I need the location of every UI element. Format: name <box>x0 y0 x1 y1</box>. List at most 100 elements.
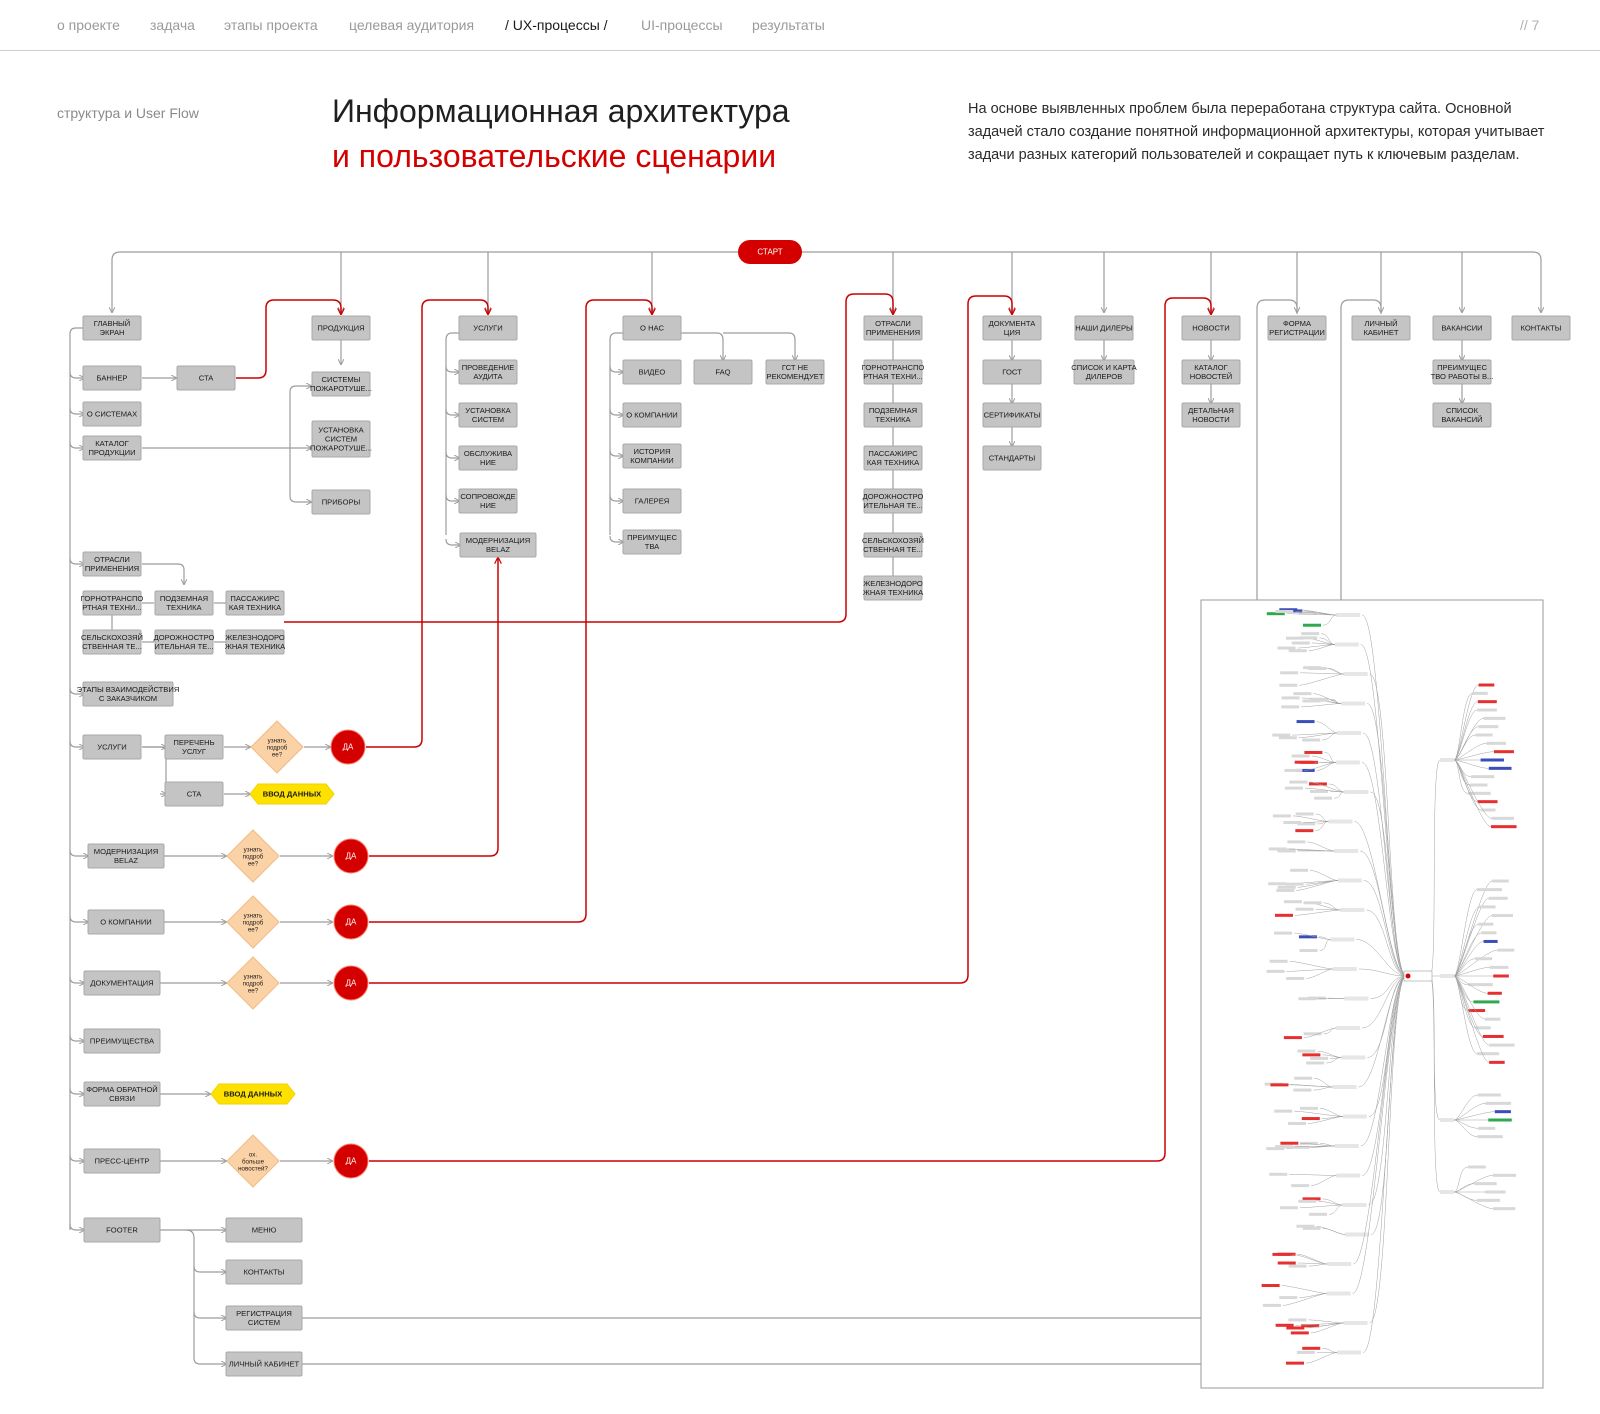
svg-text:НОВОСТИ: НОВОСТИ <box>1192 324 1229 333</box>
main-banner: БАННЕР <box>82 365 142 391</box>
svg-text:ее?: ее? <box>248 988 259 995</box>
svg-text:ПАССАЖИРС: ПАССАЖИРС <box>868 449 918 458</box>
svg-text:СВЯЗИ: СВЯЗИ <box>109 1094 135 1103</box>
svg-text:КОНТАКТЫ: КОНТАКТЫ <box>244 1268 285 1277</box>
svg-text:СТВЕННАЯ ТЕ...: СТВЕННАЯ ТЕ... <box>82 642 142 651</box>
products-child-devices: ПРИБОРЫ <box>311 489 371 515</box>
svg-text:КОНТАКТЫ: КОНТАКТЫ <box>1521 324 1562 333</box>
company-yes: ДА <box>333 904 369 940</box>
nav-link-project-stages[interactable]: этапы проекта <box>224 17 318 33</box>
svg-text:СИСТЕМ: СИСТЕМ <box>325 435 357 444</box>
svg-text:подроб: подроб <box>267 745 288 752</box>
top-node-contacts: КОНТАКТЫ <box>1511 315 1571 341</box>
svg-text:ТЕХНИКА: ТЕХНИКА <box>875 415 911 424</box>
svg-text:ЛИЧНЫЙ: ЛИЧНЫЙ <box>1364 319 1397 328</box>
svg-text:УСЛУГИ: УСЛУГИ <box>97 743 126 752</box>
svg-text:ЛИЧНЫЙ КАБИНЕТ: ЛИЧНЫЙ КАБИНЕТ <box>229 1360 300 1369</box>
nav-link-task[interactable]: задача <box>150 17 195 33</box>
about-child-3: ПРЕИМУЩЕСТВА <box>622 529 682 555</box>
main-advantages: ПРЕИМУЩЕСТВА <box>83 1028 161 1054</box>
services-input: ВВОД ДАННЫХ <box>249 783 335 805</box>
svg-text:ВАКАНСИИ: ВАКАНСИИ <box>1441 324 1482 333</box>
press-yes: ДА <box>333 1143 369 1179</box>
svg-text:НОВОСТИ: НОВОСТИ <box>1192 415 1229 424</box>
svg-text:ФОРМА: ФОРМА <box>1283 319 1312 328</box>
svg-text:ИСТОРИЯ: ИСТОРИЯ <box>634 447 671 456</box>
nav-link-about-project[interactable]: о проекте <box>57 17 120 33</box>
top-node-vacancies: ВАКАНСИИ <box>1432 315 1492 341</box>
svg-text:ДОКУМЕНТАЦИЯ: ДОКУМЕНТАЦИЯ <box>90 979 153 988</box>
top-node-about: О НАС <box>622 315 682 341</box>
docs-yes: ДА <box>333 965 369 1001</box>
svg-text:ДОКУМЕНТА: ДОКУМЕНТА <box>989 319 1037 328</box>
top-node-docs: ДОКУМЕНТАЦИЯ <box>982 315 1042 341</box>
svg-text:О НАС: О НАС <box>640 324 664 333</box>
top-node-dealers: НАШИ ДИЛЕРЫ <box>1074 315 1134 341</box>
svg-text:ИТЕЛЬНАЯ ТЕ...: ИТЕЛЬНАЯ ТЕ... <box>863 501 922 510</box>
svg-text:подроб: подроб <box>243 920 264 927</box>
svg-text:FAQ: FAQ <box>715 368 730 377</box>
nav-link-target-audience[interactable]: целевая аудитория <box>349 17 475 33</box>
svg-text:АУДИТА: АУДИТА <box>473 372 503 381</box>
svg-text:КОМПАНИИ: КОМПАНИИ <box>630 456 674 465</box>
svg-text:ЖЕЛЕЗНОДОРО: ЖЕЛЕЗНОДОРО <box>863 579 923 588</box>
nav-link-results[interactable]: результаты <box>752 17 825 33</box>
svg-text:новостей?: новостей? <box>238 1166 268 1173</box>
svg-text:BELAZ: BELAZ <box>486 545 510 554</box>
svg-text:узнать: узнать <box>268 738 287 745</box>
products-child-installation: УСТАНОВКАСИСТЕМПОЖАРОТУШЕ... <box>310 420 372 458</box>
svg-text:ПРЕИМУЩЕСТВА: ПРЕИМУЩЕСТВА <box>90 1037 155 1046</box>
svg-text:ТЕХНИКА: ТЕХНИКА <box>166 603 202 612</box>
modern-yes: ДА <box>333 838 369 874</box>
svg-text:ЖНАЯ ТЕХНИКА: ЖНАЯ ТЕХНИКА <box>225 642 286 651</box>
svg-text:больше: больше <box>242 1159 265 1166</box>
sitemap-mindmap-thumbnail <box>1200 599 1544 1389</box>
svg-text:ее?: ее? <box>248 861 259 868</box>
svg-text:О СИСТЕМАХ: О СИСТЕМАХ <box>87 410 137 419</box>
svg-text:узнать: узнать <box>244 913 263 920</box>
svg-text:ВВОД ДАННЫХ: ВВОД ДАННЫХ <box>224 1090 282 1099</box>
svg-text:НОВОСТЕЙ: НОВОСТЕЙ <box>1190 372 1233 381</box>
svg-text:ДА: ДА <box>346 979 357 988</box>
svg-text:ее?: ее? <box>248 927 259 934</box>
svg-text:УСЛУГ: УСЛУГ <box>182 747 206 756</box>
svg-text:ГАЛЕРЕЯ: ГАЛЕРЕЯ <box>635 497 670 506</box>
svg-text:узнать: узнать <box>244 974 263 981</box>
footer-item-1: КОНТАКТЫ <box>225 1259 303 1285</box>
svg-text:подроб: подроб <box>243 854 264 861</box>
svg-text:КАЯ ТЕХНИКА: КАЯ ТЕХНИКА <box>229 603 282 612</box>
nav-link-ui-processes[interactable]: UI-процессы <box>641 17 723 33</box>
svg-text:ПРЕИМУЩЕС: ПРЕИМУЩЕС <box>1437 363 1487 372</box>
svg-text:ЦИЯ: ЦИЯ <box>1004 328 1021 337</box>
main-services-cta: CTA <box>164 781 224 807</box>
main-footer: FOOTER <box>83 1217 161 1243</box>
nav-link-ux-processes[interactable]: / UX-процессы / <box>505 17 608 33</box>
docs-child-1: СЕРТИФИКАТЫ <box>982 402 1042 428</box>
sitemap-frame <box>1200 599 1544 1389</box>
svg-text:СПИСОК: СПИСОК <box>1446 406 1479 415</box>
svg-text:ПОЖАРОТУШЕ...: ПОЖАРОТУШЕ... <box>310 444 372 453</box>
svg-text:ПОДЗЕМНАЯ: ПОДЗЕМНАЯ <box>160 594 208 603</box>
svg-text:ДИЛЕРОВ: ДИЛЕРОВ <box>1086 372 1123 381</box>
svg-text:ЭКРАН: ЭКРАН <box>100 328 125 337</box>
svg-text:С ЗАКАЗЧИКОМ: С ЗАКАЗЧИКОМ <box>99 694 157 703</box>
